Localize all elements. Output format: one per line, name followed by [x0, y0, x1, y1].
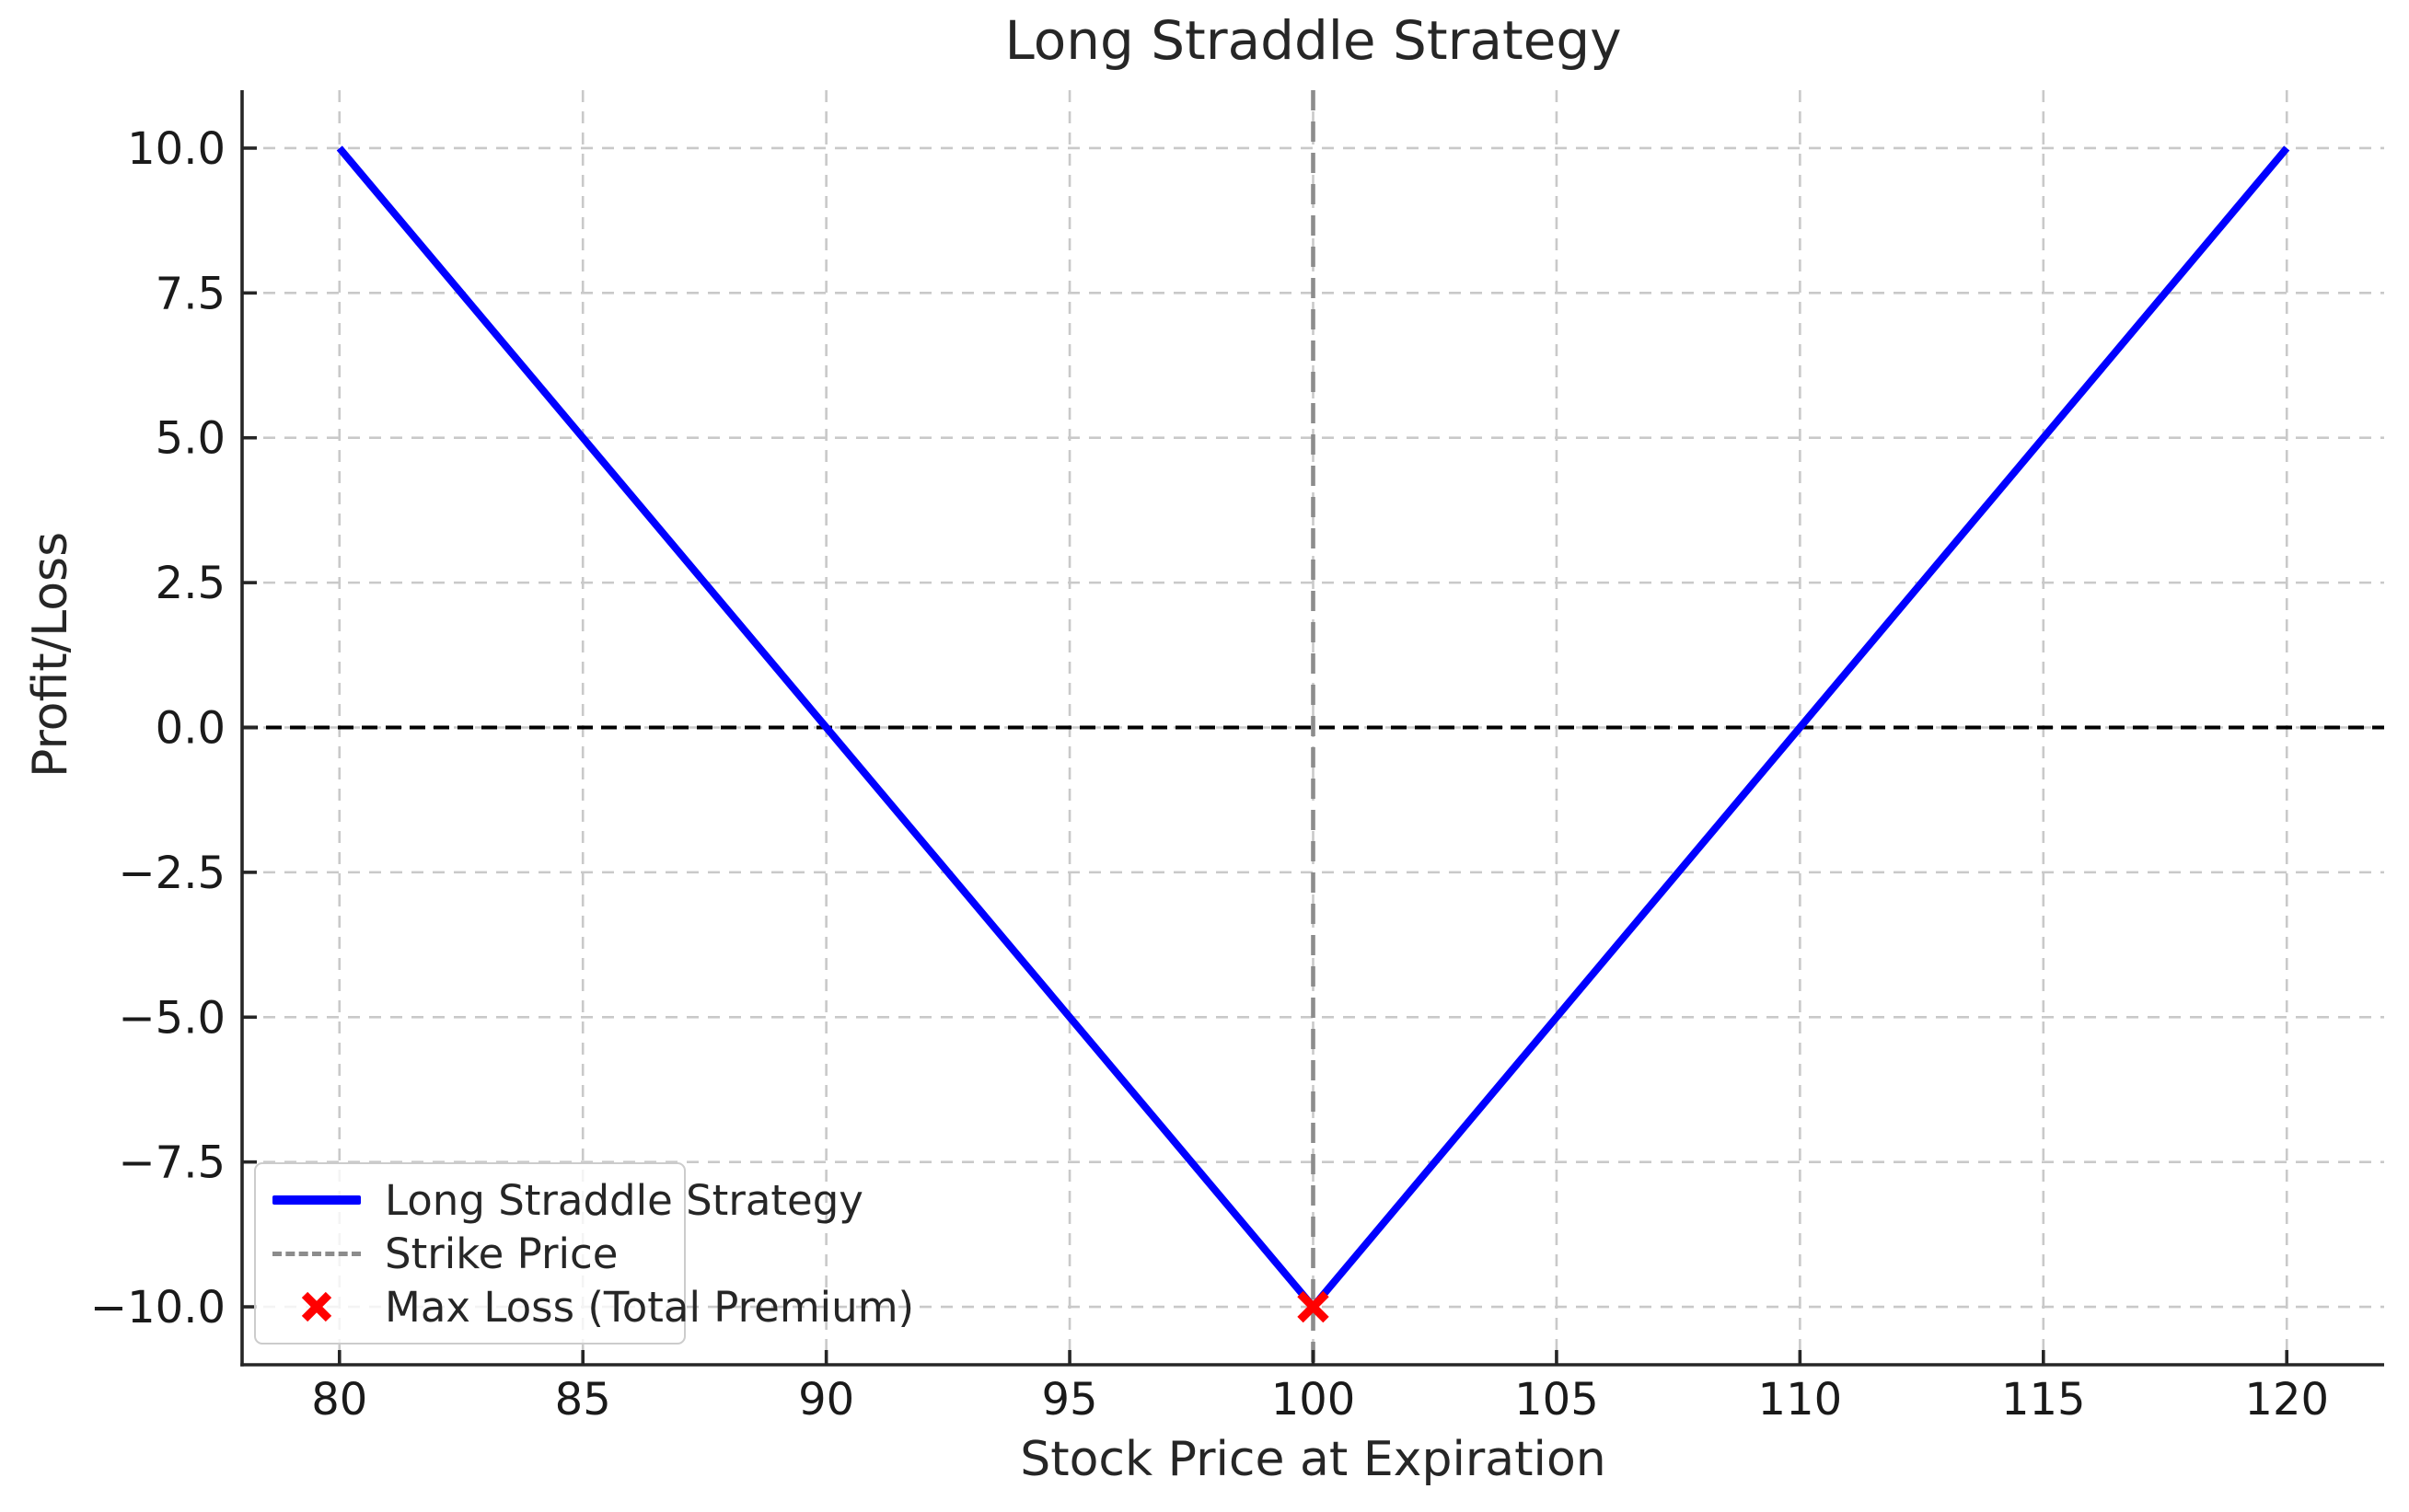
x-tick-label: 100: [1271, 1374, 1356, 1425]
red-x-marker-icon: [301, 1291, 332, 1322]
y-tick-label: 10.0: [127, 123, 226, 175]
x-tick-label: 120: [2244, 1374, 2329, 1425]
legend: Long Straddle Strategy Strike Price Max …: [254, 1162, 914, 1345]
y-tick-label: −7.5: [118, 1137, 226, 1189]
y-tick-label: −5.0: [118, 992, 226, 1044]
y-tick-label: −2.5: [118, 848, 226, 899]
x-tick-label: 80: [311, 1374, 367, 1425]
y-tick-label: 2.5: [156, 558, 226, 609]
legend-item-max-loss: Max Loss (Total Premium): [272, 1281, 914, 1333]
chart-title: Long Straddle Strategy: [1004, 9, 1622, 72]
legend-label: Strike Price: [385, 1229, 619, 1278]
y-tick-label: −10.0: [90, 1282, 226, 1333]
y-tick-label: 7.5: [156, 268, 226, 319]
legend-label: Max Loss (Total Premium): [385, 1282, 915, 1332]
x-tick-label: 115: [2001, 1374, 2086, 1425]
legend-item-strike-price: Strike Price: [272, 1228, 666, 1279]
gray-dashed-line-swatch-icon: [272, 1251, 361, 1256]
x-tick-label: 90: [798, 1374, 854, 1425]
y-tick-label: 0.0: [156, 703, 226, 755]
x-tick-label: 95: [1042, 1374, 1098, 1425]
y-tick-label: 5.0: [156, 413, 226, 465]
x-tick-label: 85: [555, 1374, 611, 1425]
blue-line-swatch-icon: [272, 1195, 361, 1205]
max-loss-total-premium-marker: [1297, 1290, 1329, 1323]
x-marker-stroke: [1297, 1290, 1329, 1323]
x-axis-label: Stock Price at Expiration: [1020, 1432, 1606, 1487]
legend-item-long-straddle: Long Straddle Strategy: [272, 1174, 863, 1226]
x-tick-label: 110: [1758, 1374, 1843, 1425]
legend-label: Long Straddle Strategy: [385, 1175, 863, 1225]
x-tick-label: 105: [1514, 1374, 1599, 1425]
